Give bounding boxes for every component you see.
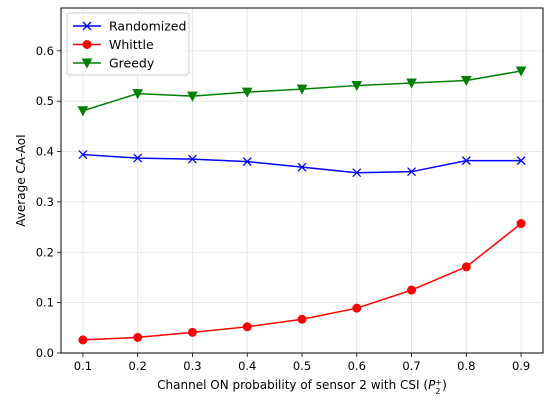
data-point-whittle bbox=[352, 303, 362, 313]
grid-lines bbox=[61, 8, 543, 354]
legend-marker bbox=[82, 40, 92, 49]
x-marker-stroke bbox=[78, 150, 88, 160]
data-point-greedy bbox=[296, 84, 308, 95]
y-axis-label: Average CA-AoI bbox=[14, 134, 28, 226]
x-marker-stroke bbox=[516, 156, 526, 166]
legend: Randomized Whittle Greedy bbox=[66, 12, 190, 76]
data-point-whittle bbox=[242, 322, 252, 332]
data-point-randomized bbox=[516, 156, 526, 166]
series-whittle bbox=[78, 219, 526, 345]
data-point-whittle bbox=[461, 262, 471, 272]
y-axis-ticks: 0.0 0.1 0.2 0.3 0.4 0.5 0.6 bbox=[36, 44, 61, 360]
data-point-whittle bbox=[516, 219, 526, 229]
legend-box bbox=[66, 12, 190, 76]
x-axis-label-math-base: P bbox=[428, 378, 436, 392]
x-axis-label-math-sup: + bbox=[435, 378, 442, 387]
legend-marker bbox=[81, 58, 93, 69]
data-point-greedy bbox=[187, 91, 198, 102]
data-point-greedy bbox=[132, 89, 144, 100]
data-point-greedy bbox=[351, 81, 363, 92]
legend-item-greedy: Greedy bbox=[73, 56, 155, 71]
x-axis-label: Channel ON probability of sensor 2 with … bbox=[157, 378, 447, 396]
data-point-whittle bbox=[78, 335, 88, 345]
data-point-randomized bbox=[407, 167, 417, 177]
y-tick-label: 0.1 bbox=[36, 296, 54, 310]
x-marker-stroke bbox=[242, 157, 252, 167]
legend-marker bbox=[82, 21, 92, 31]
data-point-randomized bbox=[78, 150, 88, 160]
x-tick-label: 0.6 bbox=[348, 359, 366, 373]
x-tick-label: 0.1 bbox=[74, 359, 92, 373]
data-point-randomized bbox=[352, 168, 362, 178]
series-greedy bbox=[77, 66, 527, 117]
data-point-randomized bbox=[133, 153, 143, 163]
y-tick-label: 0.2 bbox=[36, 245, 54, 259]
series-layer bbox=[77, 66, 527, 345]
legend-item-randomized: Randomized bbox=[73, 19, 186, 34]
data-point-randomized bbox=[187, 154, 197, 164]
x-marker-stroke bbox=[82, 21, 92, 31]
x-tick-label: 0.8 bbox=[457, 359, 475, 373]
data-point-whittle bbox=[297, 314, 307, 324]
data-point-greedy bbox=[460, 76, 472, 87]
data-point-greedy bbox=[406, 78, 417, 89]
x-tick-label: 0.7 bbox=[402, 359, 420, 373]
data-point-whittle bbox=[187, 327, 197, 337]
x-marker-stroke bbox=[133, 153, 143, 163]
y-tick-label: 0.5 bbox=[36, 94, 54, 108]
x-marker-stroke bbox=[407, 167, 417, 177]
x-axis-label-open-paren: ( bbox=[423, 378, 428, 392]
y-tick-label: 0.6 bbox=[36, 44, 54, 58]
y-tick-label: 0.3 bbox=[36, 195, 54, 209]
x-axis-label-close-paren: ) bbox=[442, 378, 447, 392]
data-point-greedy bbox=[241, 87, 253, 98]
x-marker-stroke bbox=[461, 156, 471, 166]
legend-label: Whittle bbox=[109, 37, 154, 52]
data-point-randomized bbox=[297, 162, 307, 172]
x-axis-label-math-sub: 2 bbox=[435, 387, 440, 396]
data-point-randomized bbox=[242, 157, 252, 167]
series-randomized bbox=[78, 150, 526, 178]
x-tick-label: 0.2 bbox=[129, 359, 147, 373]
legend-item-whittle: Whittle bbox=[73, 37, 154, 52]
y-tick-label: 0.0 bbox=[36, 346, 54, 360]
y-tick-label: 0.4 bbox=[36, 145, 54, 159]
legend-label: Randomized bbox=[109, 19, 186, 34]
legend-label: Greedy bbox=[109, 56, 155, 71]
data-point-whittle bbox=[407, 285, 417, 295]
x-axis-label-text: Channel ON probability of sensor 2 with … bbox=[157, 378, 419, 392]
x-axis-ticks: 0.1 0.2 0.3 0.4 0.5 0.6 0.7 0.8 0.9 bbox=[74, 353, 530, 373]
x-marker-stroke bbox=[352, 168, 362, 178]
x-marker-stroke bbox=[187, 154, 197, 164]
x-tick-label: 0.5 bbox=[293, 359, 311, 373]
data-point-greedy bbox=[515, 66, 527, 77]
data-point-greedy bbox=[77, 106, 89, 117]
data-point-whittle bbox=[133, 332, 143, 342]
data-point-randomized bbox=[461, 156, 471, 166]
x-tick-label: 0.4 bbox=[238, 359, 256, 373]
x-tick-label: 0.3 bbox=[183, 359, 201, 373]
x-tick-label: 0.9 bbox=[512, 359, 530, 373]
x-marker-stroke bbox=[297, 162, 307, 172]
